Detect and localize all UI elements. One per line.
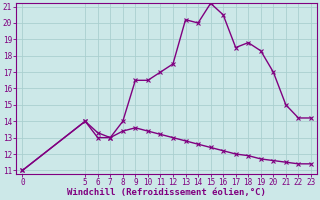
X-axis label: Windchill (Refroidissement éolien,°C): Windchill (Refroidissement éolien,°C)	[67, 188, 266, 197]
